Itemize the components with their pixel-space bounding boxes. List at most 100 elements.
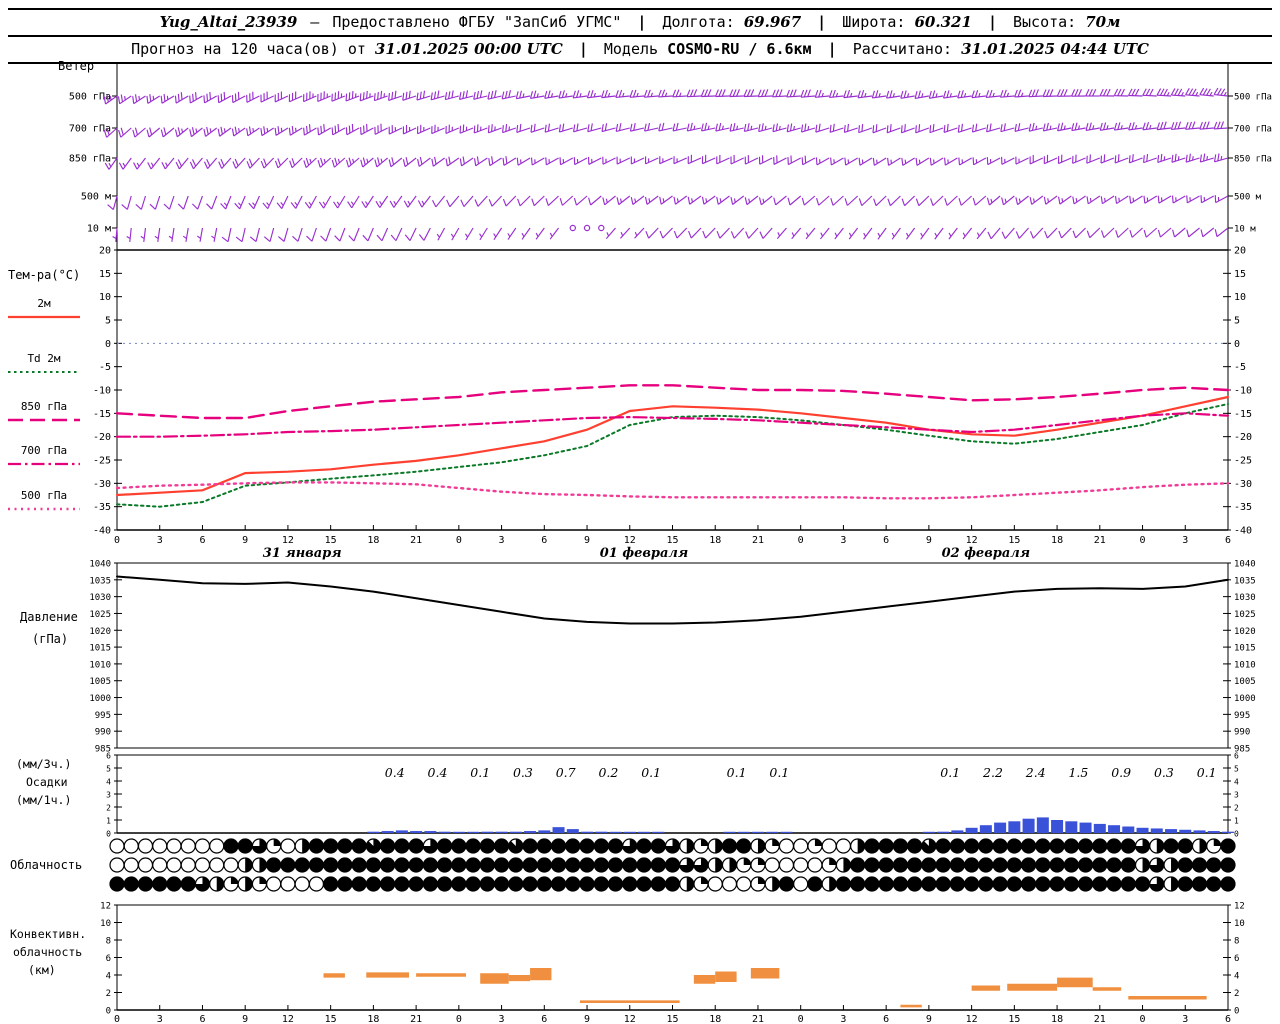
svg-text:6: 6 xyxy=(541,1014,547,1024)
svg-text:0: 0 xyxy=(456,535,462,546)
svg-text:15: 15 xyxy=(325,1014,337,1024)
svg-text:0: 0 xyxy=(106,1007,111,1017)
svg-text:6: 6 xyxy=(1234,954,1239,964)
svg-text:850 гПа: 850 гПа xyxy=(69,154,111,165)
svg-text:850 гПа: 850 гПа xyxy=(21,400,67,413)
svg-text:6: 6 xyxy=(1225,535,1231,546)
svg-text:0: 0 xyxy=(1234,1007,1239,1017)
svg-text:02 февраля: 02 февраля xyxy=(942,546,1031,561)
svg-text:700 гПа: 700 гПа xyxy=(69,124,111,135)
svg-text:20: 20 xyxy=(1234,246,1246,257)
svg-text:(гПа): (гПа) xyxy=(32,632,68,646)
svg-text:(мм/1ч.): (мм/1ч.) xyxy=(16,793,71,807)
svg-text:0.1: 0.1 xyxy=(470,765,490,780)
svg-text:3: 3 xyxy=(106,791,111,800)
svg-text:990: 990 xyxy=(1234,728,1250,738)
forecast-prefix: Прогноз на 120 часа(ов) от xyxy=(131,40,366,58)
svg-text:18: 18 xyxy=(1051,1014,1063,1024)
svg-text:0: 0 xyxy=(1140,535,1146,546)
svg-text:18: 18 xyxy=(1051,535,1063,546)
svg-text:700 гПа: 700 гПа xyxy=(1234,125,1272,135)
svg-text:12: 12 xyxy=(282,535,294,546)
svg-text:-20: -20 xyxy=(93,432,111,443)
svg-text:500 м: 500 м xyxy=(81,192,111,203)
svg-text:21: 21 xyxy=(1094,535,1106,546)
svg-text:4: 4 xyxy=(106,778,111,787)
svg-text:облачность: облачность xyxy=(13,945,82,959)
svg-text:5: 5 xyxy=(106,765,111,774)
svg-text:9: 9 xyxy=(584,535,590,546)
longitude-label: Долгота: xyxy=(662,13,735,31)
svg-text:9: 9 xyxy=(242,535,248,546)
svg-text:2м: 2м xyxy=(37,297,51,310)
svg-text:21: 21 xyxy=(752,1014,764,1024)
svg-text:0: 0 xyxy=(114,535,120,546)
calc-label: Рассчитано: xyxy=(852,40,953,58)
svg-text:15: 15 xyxy=(666,535,678,546)
svg-text:0.1: 0.1 xyxy=(727,765,747,780)
init-time: 31.01.2025 00:00 UTC xyxy=(374,40,563,58)
svg-text:-35: -35 xyxy=(1234,502,1252,513)
station-name: Yug_Altai_23939 xyxy=(159,13,298,31)
svg-text:18: 18 xyxy=(367,1014,379,1024)
svg-text:5: 5 xyxy=(1234,765,1239,774)
svg-text:15: 15 xyxy=(666,1014,678,1024)
svg-text:Осадки: Осадки xyxy=(26,775,68,789)
svg-text:3: 3 xyxy=(1182,1014,1188,1024)
svg-text:6: 6 xyxy=(1225,1014,1231,1024)
svg-text:9: 9 xyxy=(926,1014,932,1024)
svg-text:4: 4 xyxy=(1234,972,1239,982)
header-separator: | xyxy=(817,13,827,31)
precipitation-panel: 6 6 5 5 4 4 3 3 2 2 1 1 0 0 0.4 0.4 0.1 0.3 0.7 0.2 0.1 0.1 0.… xyxy=(16,752,1239,839)
model-label: Модель xyxy=(603,40,659,58)
svg-text:-10: -10 xyxy=(1234,386,1252,397)
svg-text:Облачность: Облачность xyxy=(10,858,82,872)
header-row-forecast: Прогноз на 120 часа(ов) от 31.01.2025 00… xyxy=(8,37,1272,64)
svg-text:15: 15 xyxy=(99,269,111,280)
svg-text:5: 5 xyxy=(105,316,111,327)
svg-text:10: 10 xyxy=(1234,919,1245,929)
svg-text:0: 0 xyxy=(456,1014,462,1024)
svg-text:-30: -30 xyxy=(1234,479,1252,490)
svg-text:12: 12 xyxy=(100,902,111,912)
svg-text:9: 9 xyxy=(584,1014,590,1024)
svg-text:15: 15 xyxy=(325,535,337,546)
svg-text:21: 21 xyxy=(410,1014,422,1024)
header-separator: | xyxy=(827,40,837,58)
svg-text:3: 3 xyxy=(1234,791,1239,800)
svg-text:0.2: 0.2 xyxy=(598,765,618,780)
svg-text:15: 15 xyxy=(1008,535,1020,546)
svg-text:1010: 1010 xyxy=(89,660,111,670)
provider-text: Предоставлено ФГБУ "ЗапСиб УГМС" xyxy=(332,13,622,31)
svg-text:3: 3 xyxy=(1182,535,1188,546)
altitude-value: 70м xyxy=(1085,13,1121,31)
svg-text:8: 8 xyxy=(106,937,111,947)
svg-text:21: 21 xyxy=(410,535,422,546)
svg-text:(км): (км) xyxy=(28,963,56,977)
svg-text:0: 0 xyxy=(106,830,111,839)
svg-text:1025: 1025 xyxy=(89,610,111,620)
svg-text:500 гПа: 500 гПа xyxy=(21,489,67,502)
svg-text:2: 2 xyxy=(1234,989,1239,999)
svg-text:6: 6 xyxy=(1234,752,1239,761)
svg-text:21: 21 xyxy=(752,535,764,546)
svg-text:-20: -20 xyxy=(1234,432,1252,443)
svg-text:10 м: 10 м xyxy=(1234,225,1256,235)
svg-text:700 гПа: 700 гПа xyxy=(21,444,67,457)
svg-text:6: 6 xyxy=(106,954,111,964)
model-name: COSMO-RU / 6.6км xyxy=(667,40,812,58)
svg-text:1015: 1015 xyxy=(1234,644,1256,654)
altitude-label: Высота: xyxy=(1013,13,1077,31)
svg-text:1005: 1005 xyxy=(1234,677,1256,687)
svg-text:1000: 1000 xyxy=(1234,694,1256,704)
svg-text:0: 0 xyxy=(798,535,804,546)
svg-text:1040: 1040 xyxy=(89,560,111,570)
svg-text:18: 18 xyxy=(367,535,379,546)
longitude-value: 69.967 xyxy=(743,13,802,31)
svg-text:-35: -35 xyxy=(93,502,111,513)
svg-text:1015: 1015 xyxy=(89,644,111,654)
svg-text:12: 12 xyxy=(624,1014,636,1024)
svg-text:1020: 1020 xyxy=(89,627,111,637)
svg-text:1010: 1010 xyxy=(1234,660,1256,670)
